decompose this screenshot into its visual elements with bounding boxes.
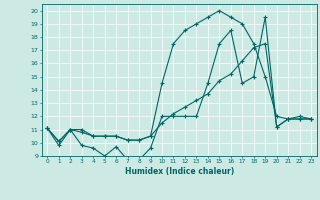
X-axis label: Humidex (Indice chaleur): Humidex (Indice chaleur) xyxy=(124,167,234,176)
